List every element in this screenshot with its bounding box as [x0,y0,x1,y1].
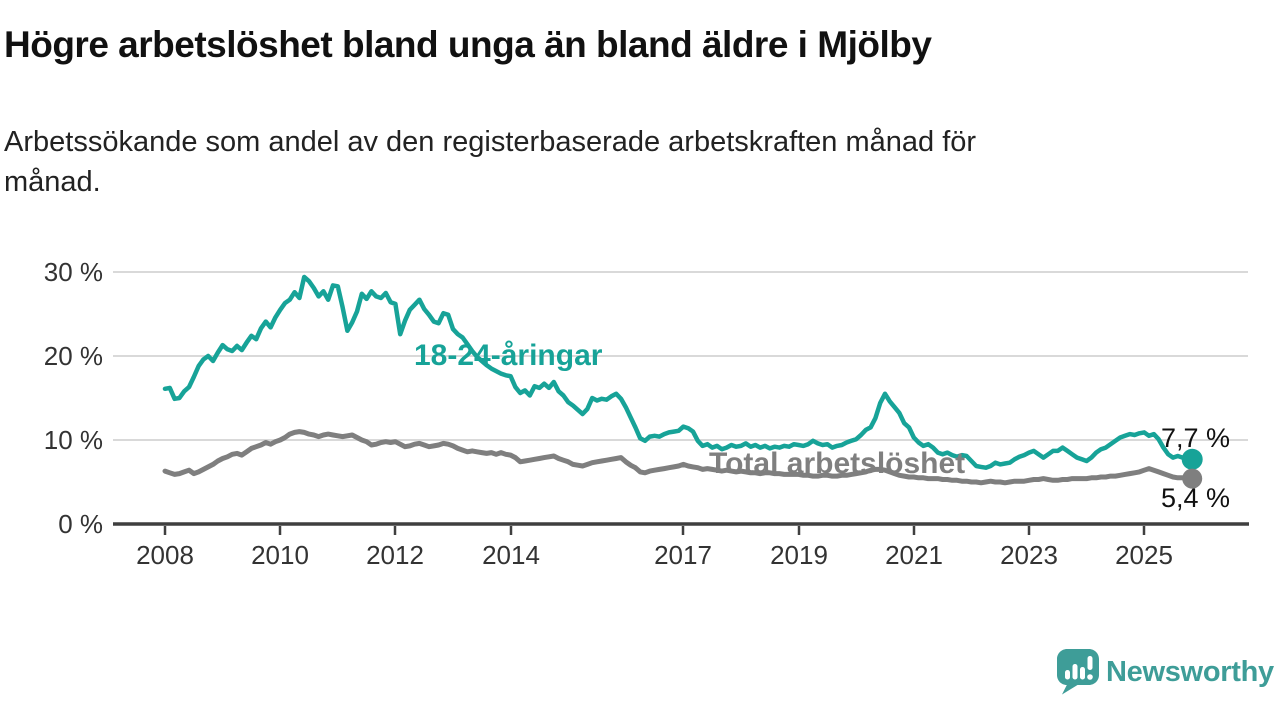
total-line-end-dot [1182,468,1203,489]
x-axis-tick-label-2008: 2008 [136,540,194,570]
x-axis-tick-label-2021: 2021 [885,540,943,570]
newsworthy-wordmark: Newsworthy [1106,656,1274,688]
x-axis-line [113,522,1249,535]
page-title: Högre arbetslöshet bland unga än bland ä… [4,24,932,65]
x-axis-tick-label-2019: 2019 [770,540,828,570]
x-axis-tick-label-2017: 2017 [654,540,712,570]
subtitle-line-2: månad. [4,166,101,198]
gridlines [113,271,1248,441]
bar-chart-glyph [1065,656,1093,680]
total-end-value-label: 5,4 % [1160,483,1230,513]
total-series-label: Total arbetslöshet [709,447,966,480]
y-axis-tick-label-0: 0 % [58,509,103,539]
y-axis-tick-label-20: 20 % [43,341,103,371]
x-axis-ticks [163,526,1146,535]
y-axis-tick-label-30: 30 % [43,257,103,287]
young-unemployment-line [162,274,1195,470]
newsworthy-logo: Newsworthy [1056,648,1280,700]
x-axis-tick-label-2023: 2023 [1000,540,1058,570]
x-axis-tick-label-2025: 2025 [1115,540,1173,570]
y-axis-tick-label-10: 10 % [43,425,103,455]
x-axis-tick-label-2012: 2012 [366,540,424,570]
subtitle-line-1: Arbetssökande som andel av den registerb… [4,126,977,158]
young-line-end-dot [1181,448,1203,470]
young-end-value-label: 7,7 % [1160,423,1230,453]
newsworthy-speech-bubble-icon [1057,649,1099,695]
young-series-label: 18-24-åringar [414,339,603,372]
x-axis-tick-label-2010: 2010 [251,540,309,570]
x-axis-tick-label-2014: 2014 [482,540,540,570]
total-unemployment-line [162,429,1195,486]
